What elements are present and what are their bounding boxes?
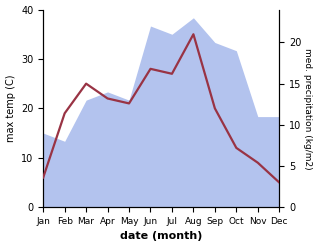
Y-axis label: max temp (C): max temp (C) xyxy=(5,75,16,142)
Y-axis label: med. precipitation (kg/m2): med. precipitation (kg/m2) xyxy=(303,48,313,169)
X-axis label: date (month): date (month) xyxy=(120,231,203,242)
